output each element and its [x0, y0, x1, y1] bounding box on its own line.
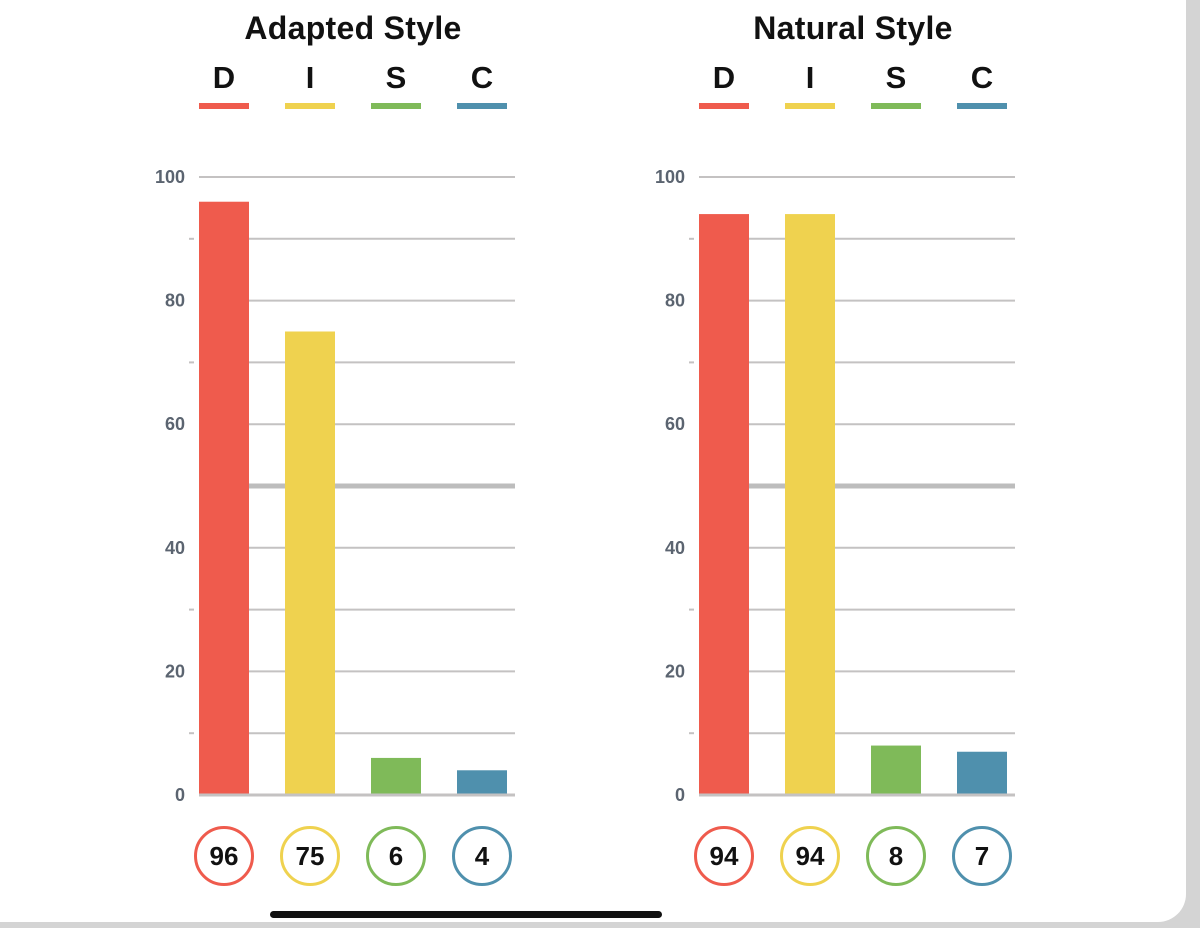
legend-label-s: S	[385, 60, 407, 95]
legend-label-c: C	[470, 60, 494, 95]
value-circle-c: 7	[952, 826, 1012, 886]
legend-swatch-c	[957, 103, 1007, 109]
y-tick-label: 20	[665, 661, 685, 681]
natural-style-panel: Natural Style D I S C 0 20 40 60 80 100 94 94…	[600, 0, 1160, 928]
y-tick-label: 60	[165, 414, 185, 434]
bar-c	[457, 770, 507, 795]
bar-i	[785, 214, 835, 795]
bar-d	[199, 201, 249, 796]
legend-label-s: S	[885, 60, 907, 95]
legend-label-c: C	[970, 60, 994, 95]
home-indicator[interactable]	[270, 911, 662, 918]
bar-i	[285, 331, 335, 795]
value-circle-s: 6	[366, 826, 426, 886]
y-tick-label: 80	[665, 291, 685, 311]
legend-swatch-i	[285, 103, 335, 109]
y-tick-label: 100	[155, 167, 185, 187]
y-tick-label: 0	[175, 785, 185, 805]
y-tick-label: 40	[165, 538, 185, 558]
legend-label-d: D	[712, 60, 736, 95]
legend-label-i: I	[805, 60, 815, 95]
legend-swatch-s	[871, 103, 921, 109]
legend-swatch-s	[371, 103, 421, 109]
value-circle-d: 94	[694, 826, 754, 886]
value-circle-i: 94	[780, 826, 840, 886]
y-tick-label: 0	[675, 785, 685, 805]
y-tick-label: 80	[165, 291, 185, 311]
legend-swatch-d	[699, 103, 749, 109]
y-tick-label: 20	[165, 661, 185, 681]
legend-swatch-i	[785, 103, 835, 109]
bar-s	[871, 745, 921, 795]
legend-label-i: I	[305, 60, 315, 95]
y-tick-label: 100	[655, 167, 685, 187]
y-tick-label: 40	[665, 538, 685, 558]
value-circle-c: 4	[452, 826, 512, 886]
bar-d	[699, 214, 749, 795]
chart-title-adapted: Adapted Style	[244, 10, 462, 46]
legend-swatch-c	[457, 103, 507, 109]
adapted-style-panel: Adapted Style D I S C 0 20 40 60 80 100 96 75…	[100, 0, 660, 928]
bar-s	[371, 757, 421, 795]
value-circle-s: 8	[866, 826, 926, 886]
bar-chart-adapted: 0 20 40 60 80 100	[155, 167, 515, 805]
bar-chart-natural: 0 20 40 60 80 100	[655, 167, 1015, 805]
value-circle-d: 96	[194, 826, 254, 886]
bar-c	[957, 751, 1007, 795]
value-circle-i: 75	[280, 826, 340, 886]
legend-label-d: D	[212, 60, 236, 95]
y-tick-label: 60	[665, 414, 685, 434]
legend-swatch-d	[199, 103, 249, 109]
chart-title-natural: Natural Style	[753, 10, 953, 46]
